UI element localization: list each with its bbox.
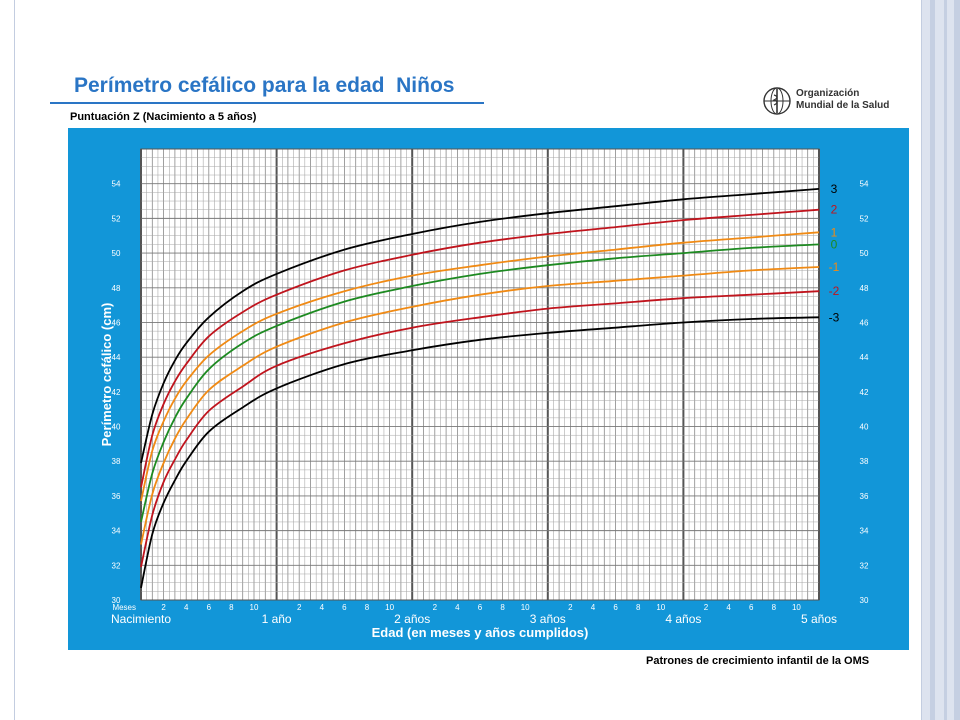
who-emblem-icon (763, 87, 791, 115)
y-tick-label-right: 46 (860, 318, 869, 327)
x-tick-label-month: 2 (433, 603, 438, 612)
title-underline (50, 102, 484, 104)
page-subtitle: Puntuación Z (Nacimiento a 5 años) (70, 111, 257, 123)
legend-label-z1: 1 (831, 225, 838, 239)
x-tick-label-month: 2 (297, 603, 302, 612)
x-tick-label-year: 4 años (665, 612, 701, 626)
y-tick-label-right: 30 (860, 596, 869, 605)
x-tick-label-year: 1 año (262, 612, 292, 626)
x-tick-label-month: 10 (656, 603, 665, 612)
y-tick-label-left: 40 (112, 423, 121, 432)
x-tick-label-month: 4 (320, 603, 325, 612)
y-tick-label-right: 36 (860, 492, 869, 501)
x-tick-label-month: 6 (478, 603, 483, 612)
x-unit-label: Meses (112, 603, 136, 612)
x-tick-label-month: 2 (568, 603, 573, 612)
series-line-z-3 (140, 316, 820, 589)
y-tick-label-left: 46 (112, 318, 121, 327)
x-axis-title: Edad (en meses y años cumplidos) (372, 625, 589, 640)
x-tick-label-month: 6 (207, 603, 212, 612)
x-tick-label-month: 10 (385, 603, 394, 612)
x-tick-label-month: 6 (342, 603, 347, 612)
footer-source: Patrones de crecimiento infantil de la O… (646, 655, 870, 667)
plot-border (140, 148, 820, 601)
y-tick-label-left: 38 (112, 457, 121, 466)
y-tick-label-left: 52 (112, 214, 121, 223)
x-tick-label-month: 8 (636, 603, 641, 612)
series-line-z3 (140, 188, 820, 464)
y-tick-label-right: 48 (860, 284, 869, 293)
x-tick-label-month: 2 (704, 603, 709, 612)
legend-label-z2: 2 (831, 203, 838, 217)
x-tick-label-month: 4 (455, 603, 460, 612)
x-tick-label-month: 4 (184, 603, 189, 612)
y-tick-label-right: 38 (860, 457, 869, 466)
legend-label-z-2: -2 (829, 284, 840, 298)
y-tick-label-right: 34 (860, 527, 869, 536)
y-tick-label-left: 36 (112, 492, 121, 501)
y-tick-label-right: 40 (860, 423, 869, 432)
x-tick-label-month: 6 (749, 603, 754, 612)
y-tick-label-right: 50 (860, 249, 869, 258)
x-tick-label-month: 4 (591, 603, 596, 612)
y-tick-label-right: 32 (860, 561, 869, 570)
y-tick-label-left: 34 (112, 527, 121, 536)
y-tick-label-left: 44 (112, 353, 121, 362)
y-tick-label-right: 54 (860, 180, 869, 189)
chart-panel: 30 30 32 32 34 34 36 36 38 38 40 40 42 42 44 44 46 46 48 48… (68, 128, 909, 650)
x-tick-label-month: 8 (772, 603, 777, 612)
y-tick-label-right: 42 (860, 388, 869, 397)
y-tick-label-left: 48 (112, 284, 121, 293)
y-axis-title: Perímetro cefálico (cm) (99, 303, 114, 447)
legend-label-z3: 3 (831, 182, 838, 196)
y-tick-label-left: 50 (112, 249, 121, 258)
y-tick-label-right: 52 (860, 214, 869, 223)
x-tick-label-month: 2 (161, 603, 166, 612)
series-line-z-2 (140, 290, 820, 568)
series-line-z-1 (140, 266, 820, 545)
y-tick-label-left: 32 (112, 561, 121, 570)
x-tick-label-year: 2 años (394, 612, 430, 626)
y-tick-label-left: 42 (112, 388, 121, 397)
x-tick-label-month: 8 (229, 603, 234, 612)
y-tick-label-right: 44 (860, 353, 869, 362)
series-line-z0 (140, 243, 820, 523)
who-name-line1: Organización (796, 88, 860, 99)
x-tick-label-year: 5 años (801, 612, 837, 626)
legend-label-z-3: -3 (829, 310, 840, 324)
x-tick-label-month: 6 (613, 603, 618, 612)
who-logo: Organización Mundial de la Salud (762, 86, 902, 116)
legend-label-z0: 0 (831, 237, 838, 251)
legend-label-z-1: -1 (829, 260, 840, 274)
y-tick-label-left: 54 (112, 180, 121, 189)
series-line-z2 (140, 208, 820, 488)
x-tick-label-month: 4 (726, 603, 731, 612)
who-name-line2: Mundial de la Salud (796, 100, 890, 111)
x-tick-label-month: 10 (521, 603, 530, 612)
x-tick-label-month: 8 (500, 603, 505, 612)
x-tick-label-year: 3 años (530, 612, 566, 626)
x-tick-label-month: 8 (365, 603, 370, 612)
x-tick-label-month: 10 (250, 603, 259, 612)
series-line-z1 (140, 231, 820, 502)
page-title: Perímetro cefálico para la edad Niños (74, 74, 455, 97)
x-tick-label-month: 10 (792, 603, 801, 612)
x-tick-label-year: Nacimiento (111, 612, 171, 626)
slide-decoration (922, 0, 960, 720)
y-tick-label-left: 30 (112, 596, 121, 605)
